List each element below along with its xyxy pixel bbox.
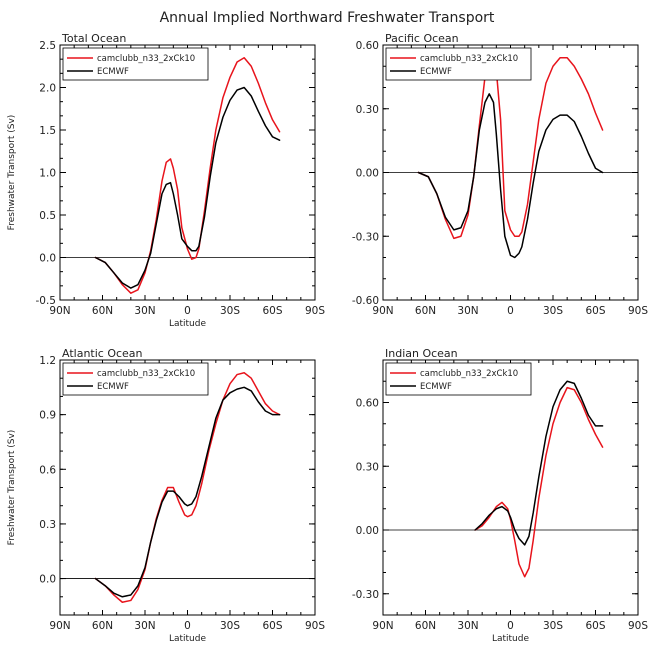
x-tick-label: 0: [507, 305, 514, 317]
legend-box: [385, 362, 532, 396]
series-line-obs: [417, 93, 604, 259]
x-tick-label: 0: [507, 620, 514, 632]
y-tick-label: 0.30: [356, 461, 379, 473]
y-tick-label: 2.0: [39, 83, 56, 95]
panel-1: Pacific Ocean 90N 60N 30N 0 30S 60S 90S -0.60 -0.…: [352, 32, 649, 317]
legend-box: [62, 47, 209, 81]
legend-label: camclubb_n33_2xCk10: [420, 54, 518, 64]
y-tick-label: 0.0: [39, 253, 56, 265]
x-tick-label: 30S: [220, 620, 240, 632]
plot-frame: [59, 359, 316, 616]
x-axis-label: Latitude: [169, 319, 207, 329]
legend-label: camclubb_n33_2xCk10: [97, 369, 195, 379]
x-tick-label: 60N: [92, 620, 113, 632]
y-tick-label: 0.0: [39, 574, 56, 586]
y-tick-label: 0.6: [39, 464, 56, 476]
x-tick-label: 60S: [262, 305, 282, 317]
series-line-model: [94, 372, 281, 603]
y-tick-label: -0.30: [352, 589, 379, 601]
x-axis-label: Latitude: [492, 634, 530, 644]
y-tick-label: 0.5: [39, 210, 56, 222]
series-line-obs: [94, 86, 281, 289]
plot-frame: [59, 44, 316, 301]
y-tick-label: 0.00: [356, 168, 379, 180]
series-line-model: [94, 57, 281, 294]
y-axis-label: Freshwater Transport (Sv): [7, 115, 17, 231]
legend-label: ECMWF: [97, 382, 129, 392]
series-line-model: [417, 52, 604, 240]
x-tick-label: 90N: [372, 305, 393, 317]
x-tick-label: 60S: [262, 620, 282, 632]
panel-title: Atlantic Ocean: [62, 347, 143, 360]
y-tick-label: 1.5: [39, 125, 56, 137]
x-tick-label: 90N: [49, 620, 70, 632]
x-tick-label: 90N: [372, 620, 393, 632]
panels: Total Ocean 90N 60N 30N 0 30S 60S 90S -0.5 0.0 0.5…: [7, 32, 648, 644]
y-tick-label: 1.2: [39, 355, 56, 367]
y-tick-label: -0.30: [352, 231, 379, 243]
x-tick-label: 30N: [457, 305, 478, 317]
figure-title: Annual Implied Northward Freshwater Tran…: [160, 10, 495, 26]
panel-3: Indian Ocean 90N 60N 30N 0 30S 60S 90S -0.30 0.00…: [352, 347, 649, 644]
y-tick-label: 0.00: [356, 525, 379, 537]
panel-2: Atlantic Ocean 90N 60N 30N 0 30S 60S 90S 0.0 0.3 0…: [7, 347, 325, 644]
y-tick-label: 0.60: [356, 40, 379, 52]
legend-box: [62, 362, 209, 396]
x-tick-label: 60N: [92, 305, 113, 317]
x-tick-label: 30N: [134, 620, 155, 632]
series-line-obs: [474, 380, 604, 546]
y-tick-label: 2.5: [39, 40, 56, 52]
y-axis-label: Freshwater Transport (Sv): [7, 430, 17, 546]
plot-frame: [382, 359, 639, 616]
x-axis-label: Latitude: [169, 634, 207, 644]
series-line-model: [474, 386, 604, 578]
x-tick-label: 30S: [543, 305, 563, 317]
legend-label: camclubb_n33_2xCk10: [420, 369, 518, 379]
legend-label: ECMWF: [97, 67, 129, 77]
y-tick-label: 0.9: [39, 410, 56, 422]
x-tick-label: 0: [184, 305, 191, 317]
panel-title: Indian Ocean: [385, 347, 458, 360]
x-tick-label: 30S: [543, 620, 563, 632]
panel-title: Pacific Ocean: [385, 32, 459, 45]
x-tick-label: 90S: [628, 620, 648, 632]
x-tick-label: 90S: [305, 305, 325, 317]
x-tick-label: 90N: [49, 305, 70, 317]
panel-title: Total Ocean: [61, 32, 126, 45]
x-tick-label: 0: [184, 620, 191, 632]
x-tick-label: 30S: [220, 305, 240, 317]
y-tick-label: 0.30: [356, 104, 379, 116]
y-tick-label: 1.0: [39, 168, 56, 180]
x-tick-label: 60S: [585, 620, 605, 632]
legend-label: camclubb_n33_2xCk10: [97, 54, 195, 64]
legend-label: ECMWF: [420, 67, 452, 77]
x-tick-label: 30N: [134, 305, 155, 317]
x-tick-label: 60S: [585, 305, 605, 317]
x-tick-label: 30N: [457, 620, 478, 632]
x-tick-label: 60N: [415, 305, 436, 317]
y-tick-label: 0.60: [356, 398, 379, 410]
series-line-obs: [94, 386, 281, 598]
legend-box: [385, 47, 532, 81]
x-tick-label: 90S: [305, 620, 325, 632]
legend-label: ECMWF: [420, 382, 452, 392]
x-tick-label: 90S: [628, 305, 648, 317]
y-tick-label: -0.60: [352, 295, 379, 307]
panel-0: Total Ocean 90N 60N 30N 0 30S 60S 90S -0.5 0.0 0.5…: [7, 32, 325, 329]
y-tick-label: 0.3: [39, 519, 56, 531]
y-tick-label: -0.5: [36, 295, 57, 307]
x-tick-label: 60N: [415, 620, 436, 632]
